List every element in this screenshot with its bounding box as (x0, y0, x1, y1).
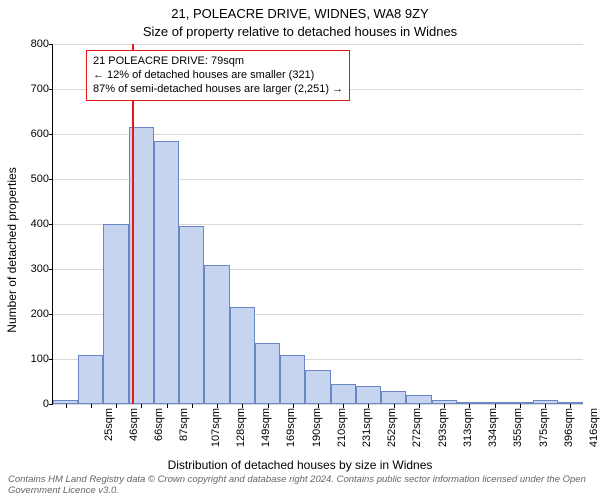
y-tick-label: 100 (31, 353, 49, 365)
x-tick-label: 293sqm (437, 408, 449, 447)
x-tick-label: 272sqm (412, 408, 424, 447)
histogram-bar (103, 224, 128, 404)
histogram-bar (204, 265, 229, 405)
chart-title-line2: Size of property relative to detached ho… (0, 24, 600, 39)
histogram-bar (154, 141, 179, 404)
histogram-bar (255, 343, 280, 404)
x-tick-label: 334sqm (487, 408, 499, 447)
x-tick-label: 231sqm (361, 408, 373, 447)
x-tick-label: 169sqm (285, 408, 297, 447)
x-tick-label: 25sqm (103, 408, 115, 441)
histogram-bar (280, 355, 305, 405)
x-tick-label: 190sqm (311, 408, 323, 447)
y-tick-label: 0 (43, 398, 49, 410)
x-tick-label: 46sqm (128, 408, 140, 441)
y-tick-label: 600 (31, 128, 49, 140)
annotation-box: 21 POLEACRE DRIVE: 79sqm← 12% of detache… (86, 50, 350, 101)
x-tick-label: 252sqm (386, 408, 398, 447)
histogram-bar (331, 384, 356, 404)
x-tick-label: 87sqm (178, 408, 190, 441)
histogram-bar (305, 370, 330, 404)
histogram-bar (78, 355, 103, 405)
y-tick-label: 800 (31, 38, 49, 50)
histogram-bar (381, 391, 406, 405)
annotation-line: ← 12% of detached houses are smaller (32… (93, 69, 343, 83)
x-tick-label: 313sqm (462, 408, 474, 447)
x-tick-label: 149sqm (260, 408, 272, 447)
x-tick-label: 66sqm (153, 408, 165, 441)
annotation-line: 21 POLEACRE DRIVE: 79sqm (93, 55, 343, 69)
y-tick-label: 700 (31, 83, 49, 95)
histogram-bar (179, 226, 204, 404)
y-tick-label: 500 (31, 173, 49, 185)
x-tick-label: 210sqm (336, 408, 348, 447)
x-tick-label: 107sqm (210, 408, 222, 447)
y-tick-label: 300 (31, 263, 49, 275)
y-axis-label: Number of detached properties (5, 167, 19, 332)
histogram-bar (230, 307, 255, 404)
x-axis-label: Distribution of detached houses by size … (0, 458, 600, 472)
x-tick-label: 355sqm (513, 408, 525, 447)
chart-title-line1: 21, POLEACRE DRIVE, WIDNES, WA8 9ZY (0, 6, 600, 21)
histogram-chart: 21, POLEACRE DRIVE, WIDNES, WA8 9ZY Size… (0, 0, 600, 500)
x-tick-label: 375sqm (538, 408, 550, 447)
x-tick-label: 396sqm (563, 408, 575, 447)
y-tick-label: 400 (31, 218, 49, 230)
histogram-bar (356, 386, 381, 404)
y-tick-label: 200 (31, 308, 49, 320)
x-tick-label: 416sqm (588, 408, 600, 447)
annotation-line: 87% of semi-detached houses are larger (… (93, 83, 343, 97)
footer-attribution: Contains HM Land Registry data © Crown c… (8, 475, 592, 496)
histogram-bar (406, 395, 431, 404)
x-tick-label: 128sqm (235, 408, 247, 447)
